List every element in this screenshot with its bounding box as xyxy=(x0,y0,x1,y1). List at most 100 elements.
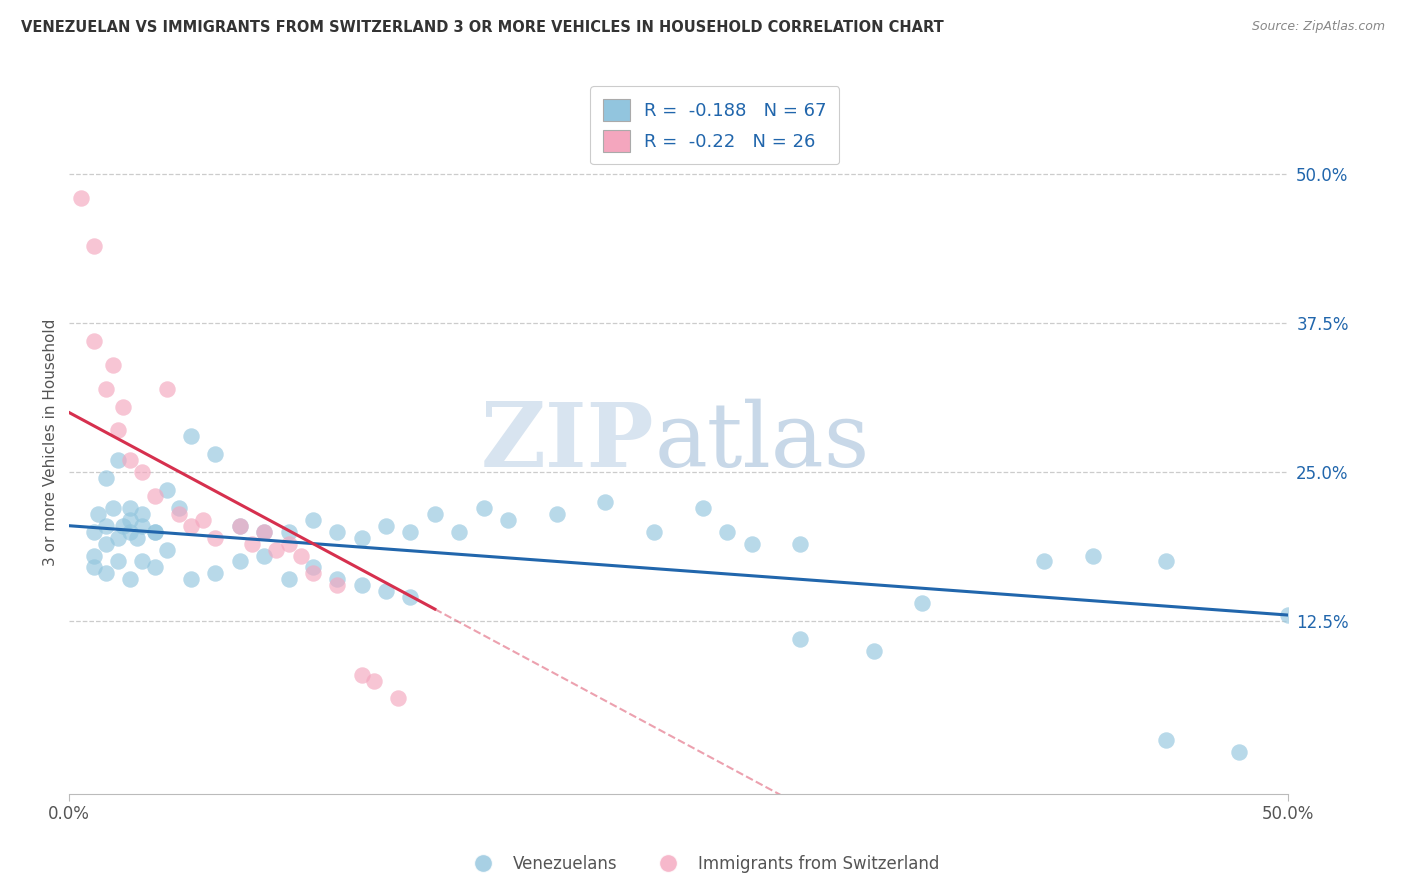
Point xyxy=(277,524,299,539)
Y-axis label: 3 or more Vehicles in Household: 3 or more Vehicles in Household xyxy=(44,318,58,566)
Point xyxy=(1227,745,1250,759)
Point xyxy=(350,667,373,681)
Point xyxy=(253,549,276,563)
Point xyxy=(143,524,166,539)
Point xyxy=(1033,554,1056,568)
Point xyxy=(350,531,373,545)
Point xyxy=(375,518,398,533)
Point xyxy=(107,453,129,467)
Point xyxy=(107,554,129,568)
Point xyxy=(143,524,166,539)
Point xyxy=(375,584,398,599)
Point xyxy=(277,536,299,550)
Point xyxy=(277,572,299,586)
Point xyxy=(107,424,129,438)
Point xyxy=(180,518,202,533)
Point xyxy=(143,489,166,503)
Point xyxy=(101,358,124,372)
Point xyxy=(496,513,519,527)
Point xyxy=(94,566,117,581)
Point xyxy=(204,447,226,461)
Point xyxy=(83,560,105,574)
Point xyxy=(131,465,153,479)
Point xyxy=(546,507,568,521)
Point xyxy=(94,518,117,533)
Point xyxy=(120,524,142,539)
Point xyxy=(326,578,349,592)
Point xyxy=(253,524,276,539)
Point xyxy=(156,542,179,557)
Text: Source: ZipAtlas.com: Source: ZipAtlas.com xyxy=(1251,20,1385,33)
Point xyxy=(1277,608,1299,623)
Point xyxy=(290,549,312,563)
Point xyxy=(862,644,884,658)
Point xyxy=(643,524,665,539)
Point xyxy=(302,566,325,581)
Point xyxy=(1081,549,1104,563)
Point xyxy=(449,524,471,539)
Point xyxy=(472,500,495,515)
Point xyxy=(156,382,179,396)
Point xyxy=(789,536,811,550)
Point xyxy=(131,518,153,533)
Point xyxy=(266,542,288,557)
Point xyxy=(204,531,226,545)
Point xyxy=(1154,733,1177,747)
Point xyxy=(111,400,134,414)
Point xyxy=(94,471,117,485)
Point xyxy=(127,531,149,545)
Point xyxy=(423,507,446,521)
Point xyxy=(167,507,190,521)
Point xyxy=(131,554,153,568)
Point xyxy=(399,524,422,539)
Point xyxy=(789,632,811,646)
Point xyxy=(387,691,409,706)
Text: atlas: atlas xyxy=(654,399,869,486)
Point xyxy=(107,531,129,545)
Point xyxy=(143,560,166,574)
Point xyxy=(94,536,117,550)
Point xyxy=(83,239,105,253)
Point xyxy=(131,507,153,521)
Point xyxy=(193,513,215,527)
Point xyxy=(156,483,179,497)
Point xyxy=(399,590,422,604)
Point xyxy=(180,429,202,443)
Point xyxy=(83,549,105,563)
Point xyxy=(911,596,934,610)
Point xyxy=(83,334,105,348)
Legend: R =  -0.188   N = 67, R =  -0.22   N = 26: R = -0.188 N = 67, R = -0.22 N = 26 xyxy=(591,86,839,164)
Point xyxy=(302,560,325,574)
Point xyxy=(229,518,252,533)
Point xyxy=(363,673,385,688)
Point xyxy=(326,524,349,539)
Point xyxy=(741,536,763,550)
Text: VENEZUELAN VS IMMIGRANTS FROM SWITZERLAND 3 OR MORE VEHICLES IN HOUSEHOLD CORREL: VENEZUELAN VS IMMIGRANTS FROM SWITZERLAN… xyxy=(21,20,943,35)
Point xyxy=(120,513,142,527)
Point xyxy=(120,572,142,586)
Text: ZIP: ZIP xyxy=(481,399,654,486)
Point xyxy=(120,500,142,515)
Point xyxy=(167,500,190,515)
Point xyxy=(111,518,134,533)
Point xyxy=(83,524,105,539)
Point xyxy=(716,524,738,539)
Point xyxy=(87,507,110,521)
Point xyxy=(229,518,252,533)
Point xyxy=(253,524,276,539)
Point xyxy=(350,578,373,592)
Point xyxy=(120,453,142,467)
Point xyxy=(692,500,714,515)
Point xyxy=(1154,554,1177,568)
Point xyxy=(229,554,252,568)
Point xyxy=(595,495,617,509)
Point xyxy=(94,382,117,396)
Point xyxy=(180,572,202,586)
Point xyxy=(101,500,124,515)
Point xyxy=(70,191,93,205)
Point xyxy=(326,572,349,586)
Point xyxy=(240,536,263,550)
Point xyxy=(302,513,325,527)
Point xyxy=(204,566,226,581)
Legend: Venezuelans, Immigrants from Switzerland: Venezuelans, Immigrants from Switzerland xyxy=(460,848,946,880)
